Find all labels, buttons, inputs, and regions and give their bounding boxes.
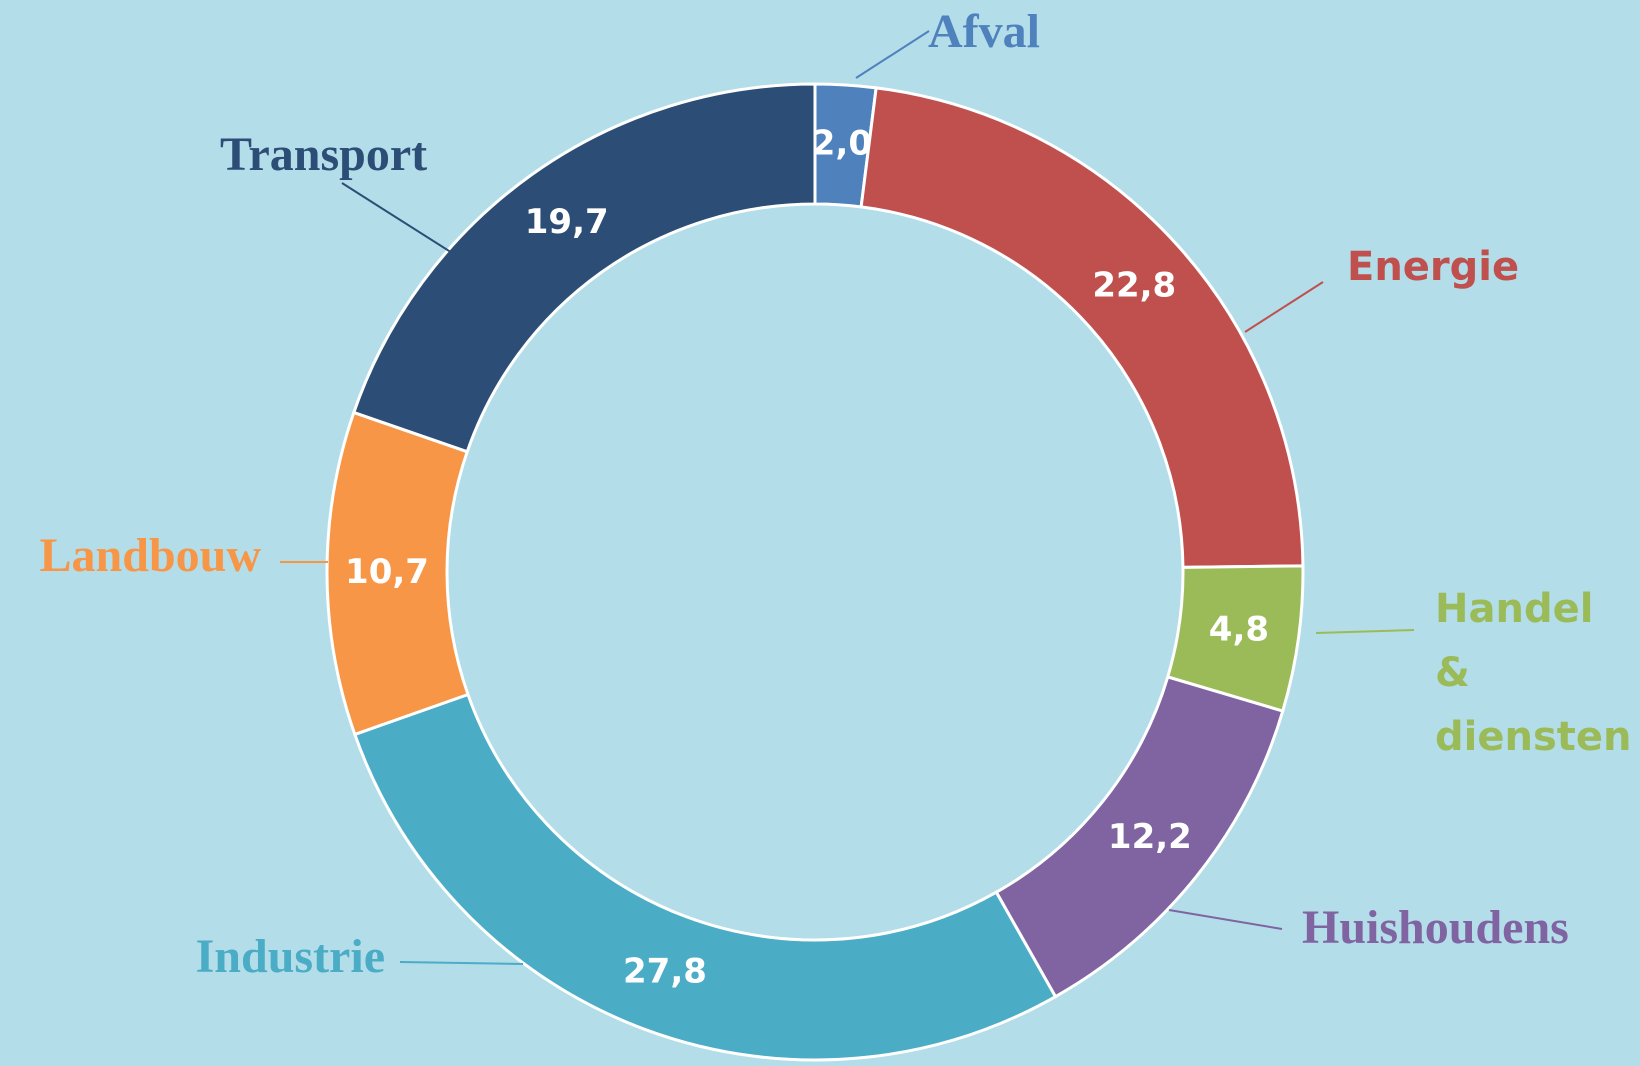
leader-line: [1168, 909, 1283, 930]
value-label: 10,7: [345, 552, 429, 592]
value-label: 19,7: [525, 202, 609, 242]
donut-segment: [352, 692, 1058, 1062]
value-label: 12,2: [1108, 817, 1192, 857]
category-label: Industrie: [195, 930, 385, 983]
leader-line: [399, 961, 524, 965]
value-label: 27,8: [623, 951, 707, 991]
value-label: 22,8: [1092, 265, 1176, 305]
leader-line: [1315, 629, 1415, 634]
value-label: 4,8: [1209, 609, 1269, 649]
category-label: Landbouw: [39, 529, 261, 582]
category-label: Handel & diensten: [1435, 586, 1632, 760]
category-label: Afval: [928, 5, 1040, 58]
leader-line: [1244, 281, 1324, 333]
category-label: Huishoudens: [1302, 901, 1569, 954]
donut-segment: [859, 86, 1305, 569]
category-label: Transport: [220, 128, 428, 181]
value-label: 2,0: [812, 123, 872, 163]
category-label: Energie: [1347, 244, 1520, 290]
leader-line: [341, 182, 458, 257]
leader-line: [855, 30, 930, 79]
